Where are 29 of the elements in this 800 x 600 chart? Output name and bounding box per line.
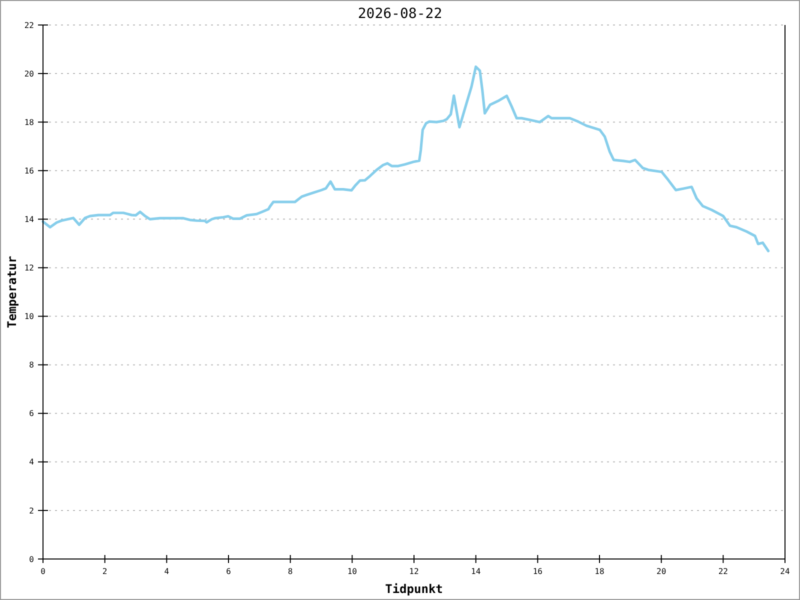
x-tick-label: 16 bbox=[532, 567, 543, 576]
x-tick-label: 18 bbox=[594, 567, 604, 576]
chart-title: 2026-08-22 bbox=[358, 6, 442, 22]
x-tick-label: 24 bbox=[780, 567, 790, 576]
x-tick-label: 0 bbox=[40, 567, 46, 576]
x-tick-label: 8 bbox=[288, 567, 293, 576]
y-tick-label: 12 bbox=[24, 264, 34, 273]
y-tick-label: 16 bbox=[24, 166, 34, 176]
line-series bbox=[42, 65, 770, 252]
y-tick-label: 8 bbox=[29, 360, 34, 370]
x-tick-label: 22 bbox=[718, 567, 728, 576]
y-tick-label: 10 bbox=[24, 312, 34, 322]
y-tick-label: 0 bbox=[29, 554, 34, 564]
x-tick-label: 14 bbox=[471, 567, 481, 576]
y-axis-title: Temperatur bbox=[5, 256, 19, 328]
x-tick-label: 10 bbox=[347, 567, 358, 576]
y-tick-label: 2 bbox=[29, 506, 34, 516]
y-tick-label: 22 bbox=[24, 20, 34, 30]
y-tick-label: 14 bbox=[24, 214, 34, 224]
y-tick-label: 6 bbox=[29, 409, 34, 418]
y-tick-label: 20 bbox=[24, 69, 34, 78]
y-tick-label: 18 bbox=[24, 118, 34, 127]
x-tick-label: 4 bbox=[164, 567, 170, 576]
x-tick-label: 6 bbox=[226, 567, 232, 576]
x-axis-title: Tidpunkt bbox=[385, 582, 443, 596]
x-tick-label: 2 bbox=[102, 567, 108, 576]
x-tick-label: 12 bbox=[409, 567, 419, 576]
x-tick-label: 20 bbox=[656, 567, 666, 576]
y-tick-label: 4 bbox=[29, 458, 34, 467]
